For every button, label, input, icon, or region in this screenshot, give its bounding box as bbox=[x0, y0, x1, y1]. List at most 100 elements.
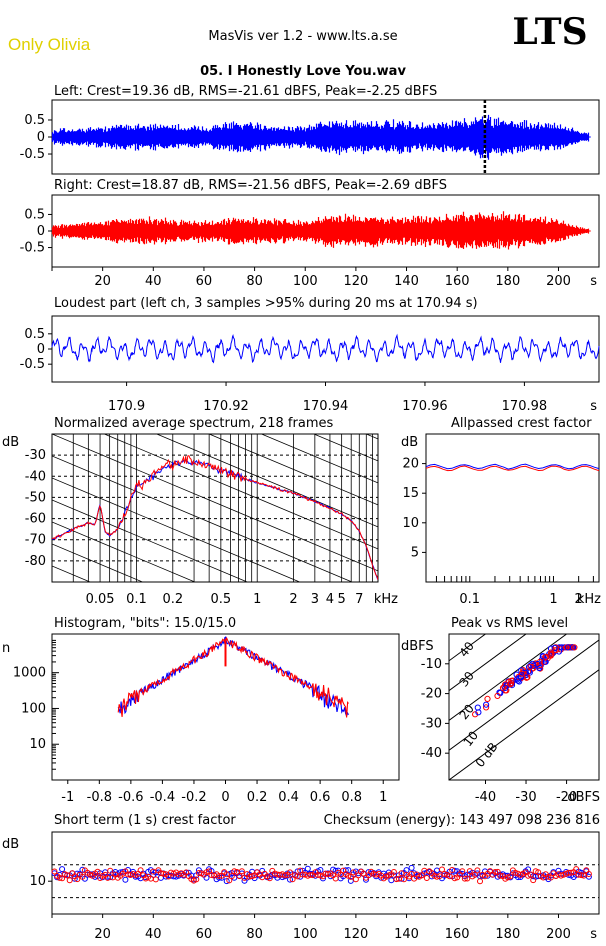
peakrms-point bbox=[548, 649, 555, 656]
x-tick-label: 140 bbox=[394, 274, 419, 289]
y-tick-label: 10 bbox=[402, 516, 419, 531]
peakrms-point bbox=[507, 681, 514, 688]
x-tick-label: 200 bbox=[546, 927, 571, 942]
loudest-trace bbox=[51, 333, 600, 364]
spectrum-title: Normalized average spectrum, 218 frames bbox=[54, 416, 333, 431]
y-tick-label: 0.5 bbox=[24, 327, 45, 342]
shortcrest-point bbox=[535, 869, 542, 876]
x-tick-label: -1 bbox=[61, 790, 74, 805]
peakrms-point bbox=[571, 644, 578, 651]
y-tick-label: -0.5 bbox=[20, 147, 45, 162]
lts-logo: LTS bbox=[512, 11, 587, 53]
slope-line bbox=[312, 434, 378, 462]
shortcrest-point bbox=[545, 873, 552, 880]
shortcrest-point bbox=[231, 868, 238, 875]
peakrms-point bbox=[555, 648, 563, 655]
peakrms-point bbox=[515, 675, 522, 682]
shortcrest-point bbox=[580, 872, 587, 879]
slope-line bbox=[52, 499, 249, 582]
x-tick-label: 80 bbox=[246, 274, 263, 289]
shortcrest-point bbox=[193, 876, 200, 883]
x-tick-label: 100 bbox=[293, 274, 318, 289]
shortcrest-point bbox=[578, 872, 585, 879]
diagonal-label: 10 bbox=[461, 728, 481, 749]
y-tick-label: -30 bbox=[421, 716, 442, 731]
x-tick-label: 0.6 bbox=[310, 790, 331, 805]
x-tick-label: 170.92 bbox=[203, 399, 249, 414]
shortcrest-point bbox=[388, 877, 395, 884]
shortcrest-point bbox=[332, 875, 339, 882]
x-tick-label: 200 bbox=[546, 274, 571, 289]
crest-diagonal bbox=[449, 669, 599, 780]
slope-line bbox=[52, 543, 144, 582]
shortcrest-point bbox=[464, 875, 471, 882]
peakrms-point bbox=[483, 704, 490, 711]
checksum-label: Checksum (energy): 143 497 098 236 816 bbox=[324, 813, 600, 828]
x-tick-label: 160 bbox=[445, 274, 470, 289]
shortcrest-point bbox=[238, 868, 245, 875]
x-tick-label: 20 bbox=[94, 927, 111, 942]
x-tick-label: 160 bbox=[445, 927, 470, 942]
loudest-part-title: Loudest part (left ch, 3 samples >95% du… bbox=[54, 296, 478, 311]
peakrms-point bbox=[551, 644, 558, 652]
x-tick-label: 40 bbox=[145, 274, 162, 289]
shortcrest-point bbox=[266, 875, 273, 882]
x-tick-label: -20 bbox=[556, 790, 577, 805]
app-title: MasVis ver 1.2 - www.lts.a.se bbox=[208, 29, 397, 44]
shortcrest-point bbox=[461, 875, 468, 882]
y-tick-label: 0 bbox=[37, 130, 45, 145]
y-tick-label: -40 bbox=[421, 746, 442, 761]
shortcrest-point bbox=[398, 870, 405, 877]
slope-line bbox=[155, 434, 378, 528]
x-tick-label: -30 bbox=[515, 790, 536, 805]
shortcrest-point bbox=[446, 873, 453, 880]
shortcrest-point bbox=[79, 873, 86, 880]
x-tick-label: 170.9 bbox=[108, 399, 145, 414]
x-tick-label: 120 bbox=[343, 274, 368, 289]
shortcrest-point bbox=[304, 865, 311, 872]
shortcrest-point bbox=[59, 875, 66, 882]
peakrms-point bbox=[543, 653, 550, 661]
shortcrest-point bbox=[466, 868, 473, 875]
y-axis-label: dB bbox=[2, 435, 19, 450]
shortcrest-point bbox=[160, 870, 167, 877]
shortcrest-point bbox=[64, 872, 71, 879]
allpass-left-trace bbox=[425, 463, 600, 470]
y-tick-label: 10 bbox=[29, 874, 46, 889]
x-tick-label: -0.8 bbox=[87, 790, 112, 805]
shortcrest-point bbox=[287, 876, 293, 883]
slope-line bbox=[52, 654, 378, 791]
x-unit-label: kHz bbox=[374, 592, 398, 607]
shortcrest-point bbox=[347, 873, 354, 880]
y-tick-label: 0.5 bbox=[24, 207, 45, 222]
x-tick-label: 140 bbox=[394, 927, 419, 942]
x-tick-label: 170.96 bbox=[402, 399, 448, 414]
x-tick-label: 0.2 bbox=[162, 592, 183, 607]
shortcrest-point bbox=[71, 875, 78, 882]
shortcrest-point bbox=[223, 871, 230, 878]
shortcrest-point bbox=[492, 869, 499, 875]
x-unit-label: dBFS bbox=[567, 790, 600, 805]
shortcrest-point bbox=[423, 875, 430, 881]
shortcrest-point bbox=[393, 876, 400, 883]
shortcrest-point bbox=[530, 877, 537, 884]
y-tick-label: 100 bbox=[21, 701, 46, 716]
spectrum-right-trace bbox=[52, 455, 378, 581]
x-tick-label: 7 bbox=[355, 592, 363, 607]
y-tick-label: 0 bbox=[37, 224, 45, 239]
shortcrest-point bbox=[504, 874, 511, 881]
shortcrest-point bbox=[474, 867, 481, 874]
shortcrest-point bbox=[568, 869, 575, 876]
waveform-left bbox=[51, 114, 591, 160]
y-tick-label: -80 bbox=[25, 554, 46, 569]
y-tick-label: 15 bbox=[402, 486, 419, 501]
peakrms-title: Peak vs RMS level bbox=[451, 616, 568, 631]
crest-diagonal bbox=[449, 634, 568, 722]
x-tick-label: 60 bbox=[196, 927, 213, 942]
y-axis-label: n bbox=[2, 641, 10, 656]
shortcrest-point bbox=[307, 871, 314, 878]
shortcrest-point bbox=[471, 871, 478, 878]
loudest-frame bbox=[51, 315, 600, 383]
peakrms-point bbox=[534, 660, 541, 668]
